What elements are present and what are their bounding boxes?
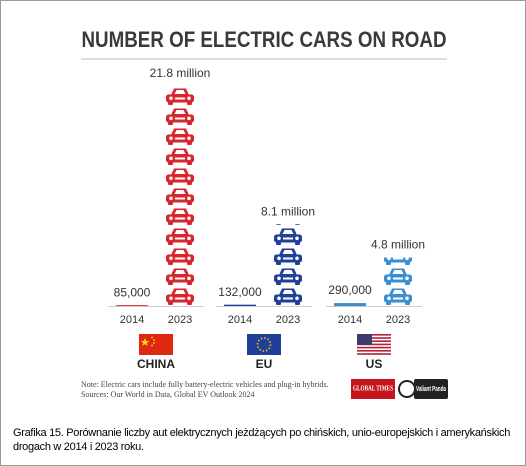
value-label: 4.8 million [371, 238, 425, 252]
logo-valiant-panda: Valiant Panda [416, 386, 446, 393]
car-column [224, 304, 256, 306]
car-column [382, 257, 414, 306]
note: Note: Electric cars include fully batter… [81, 380, 328, 389]
car-column [116, 305, 148, 306]
country-label: EU [256, 357, 273, 371]
value-label: 8.1 million [261, 204, 315, 218]
caption: Grafika 15. Porównanie liczby aut elektr… [13, 427, 511, 453]
year-label: 2014 [338, 314, 362, 326]
country-label: CHINA [137, 357, 175, 371]
logo-panda [398, 380, 416, 398]
flag-china [139, 334, 173, 355]
car-column [334, 303, 366, 306]
year-label: 2023 [276, 314, 300, 326]
flag-us [357, 334, 391, 355]
value-label: 290,000 [328, 283, 372, 297]
flag-eu [247, 334, 281, 355]
logo-box [414, 379, 448, 399]
year-label: 2014 [228, 314, 252, 326]
car-column [272, 224, 304, 306]
year-label: 2014 [120, 314, 144, 326]
source: Sources: Our World in Data, Global EV Ou… [81, 390, 254, 399]
country-label: US [366, 357, 383, 371]
year-label: 2023 [168, 314, 192, 326]
logo-global-times: GLOBAL TIMES [353, 385, 393, 393]
logo-box [351, 379, 395, 399]
value-label: 21.8 million [150, 66, 211, 80]
chart-title: NUMBER OF ELECTRIC CARS ON ROAD [82, 27, 447, 52]
value-label: 85,000 [114, 285, 151, 299]
year-label: 2023 [386, 314, 410, 326]
car-column [164, 86, 196, 306]
value-label: 132,000 [218, 285, 262, 299]
infographic: NUMBER OF ELECTRIC CARS ON ROAD Note: El… [81, 27, 448, 399]
